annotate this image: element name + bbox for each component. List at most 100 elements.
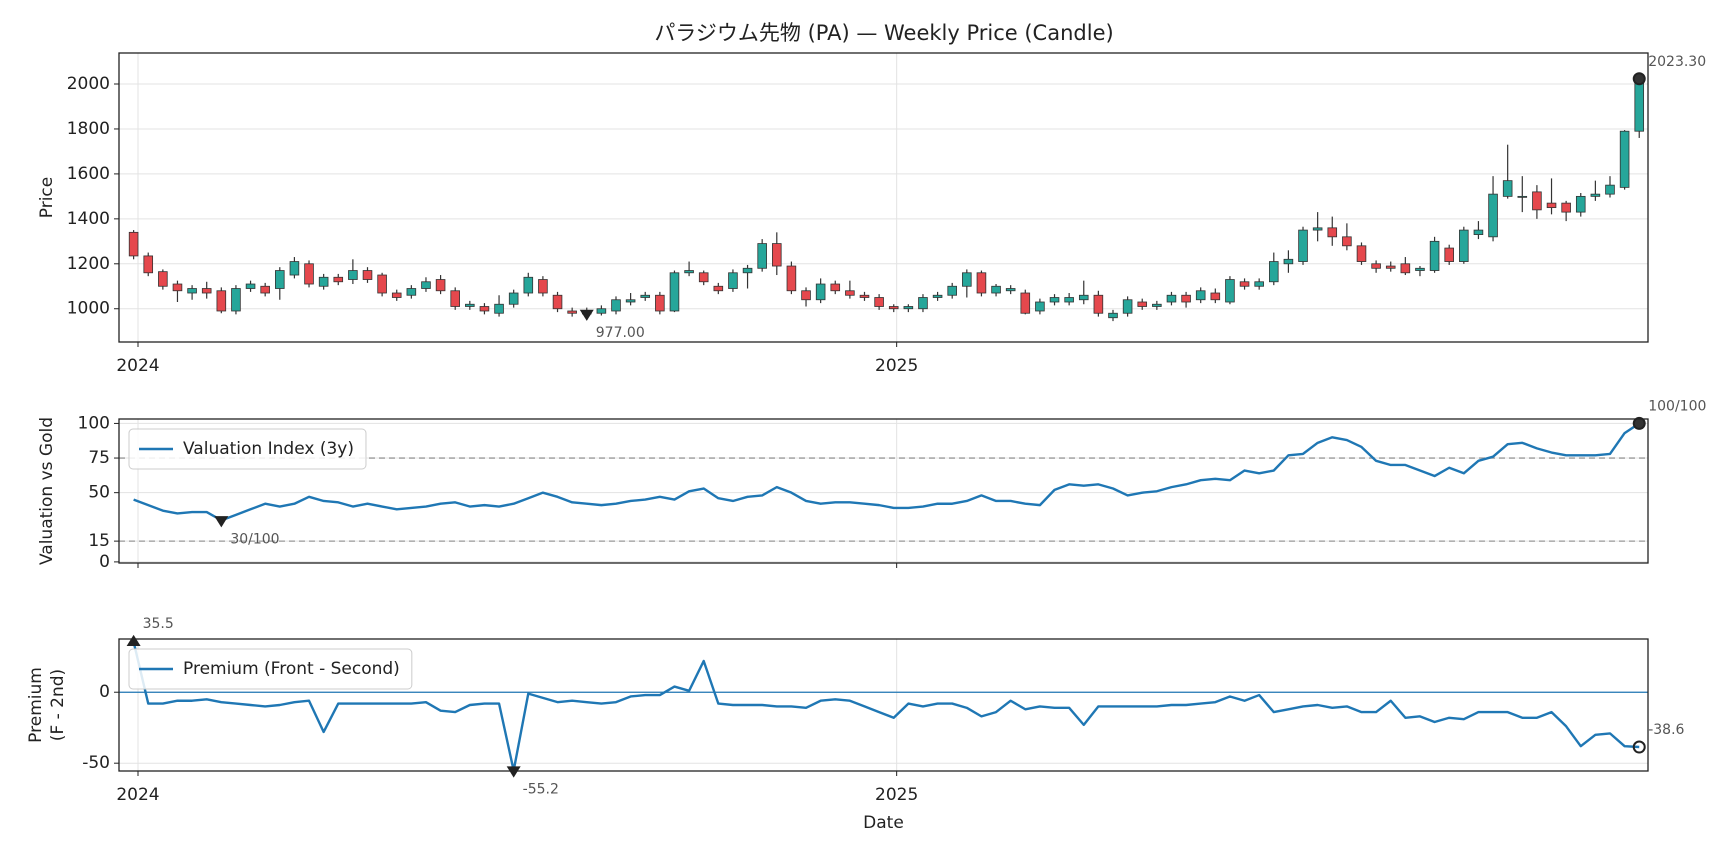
x-tick-label: 2025 <box>875 356 918 376</box>
candle-body <box>552 294 563 310</box>
candle-body <box>143 255 154 274</box>
candle-body <box>1502 180 1513 197</box>
plot-frame <box>118 418 1649 564</box>
candle-body <box>1049 297 1060 303</box>
candle-body <box>640 294 651 298</box>
annotation-marker <box>126 634 141 647</box>
legend-box <box>128 428 367 470</box>
candle-body <box>1415 267 1425 271</box>
candle-body <box>684 270 694 274</box>
candle-body <box>1371 263 1381 269</box>
annotation-label: 2023.30 <box>1648 54 1706 70</box>
candle-body <box>1444 247 1454 262</box>
y-tick-label: 1800 <box>67 119 110 139</box>
candle-body <box>1078 294 1089 301</box>
candle-body <box>698 272 709 283</box>
candle-body <box>655 294 665 312</box>
candle-body <box>172 283 183 292</box>
candle-body <box>1269 261 1279 283</box>
candle-body <box>1166 294 1177 303</box>
candle-body <box>1225 279 1235 303</box>
candle-body <box>772 243 782 267</box>
candle-body <box>1137 301 1148 307</box>
annotation-marker <box>579 309 594 321</box>
candle-body <box>406 288 417 296</box>
candle-body <box>1473 229 1484 235</box>
candle-body <box>596 308 607 314</box>
candle-body <box>450 290 460 307</box>
candle-body <box>304 263 314 285</box>
candle-body <box>479 306 490 312</box>
y-tick-label: 1200 <box>67 254 110 274</box>
annotation-marker <box>1632 72 1646 86</box>
candle-body <box>231 288 241 312</box>
candle-body <box>830 283 841 292</box>
x-tick-label: 2024 <box>116 785 159 805</box>
candle-body <box>786 265 797 292</box>
series-line <box>132 641 1640 772</box>
candle-body <box>1532 191 1542 211</box>
candle-body <box>1400 263 1411 274</box>
legend: Premium (Front - Second) <box>128 648 413 690</box>
x-axis-label: Date <box>863 813 904 833</box>
candle-body <box>1239 281 1250 287</box>
candle-body <box>187 288 197 294</box>
y-tick-label: 75 <box>88 448 110 468</box>
candle-body <box>1385 265 1396 269</box>
candle-body <box>567 310 577 314</box>
candle-body <box>859 294 870 298</box>
y-tick-label: -50 <box>82 753 110 773</box>
candle-body <box>362 270 373 280</box>
candle-body <box>201 288 212 294</box>
candle-body <box>435 279 446 292</box>
candle-body <box>1283 258 1294 265</box>
candle-body <box>669 272 680 312</box>
chart-title: パラジウム先物 (PA) — Weekly Price (Candle) <box>654 21 1113 45</box>
candle-body <box>216 290 227 312</box>
candle-body <box>742 267 753 274</box>
annotation-marker <box>1632 416 1646 430</box>
candle-body <box>128 231 139 257</box>
candle-body <box>713 285 724 292</box>
annotation-label: -38.6 <box>1648 722 1684 738</box>
candle-body <box>1342 236 1352 247</box>
y-tick-label: 1400 <box>67 209 110 229</box>
candle-body <box>1356 245 1367 262</box>
candle-body <box>1035 301 1045 312</box>
candle-body <box>991 285 1001 294</box>
candle-body <box>1619 130 1630 188</box>
candle-body <box>1590 193 1601 197</box>
candle-body <box>318 276 329 287</box>
annotation-label: 30/100 <box>230 531 279 547</box>
candle-body <box>421 281 431 289</box>
candle-body <box>962 272 972 287</box>
candle-body <box>245 283 256 289</box>
candle-body <box>1195 290 1206 301</box>
candle-body <box>801 290 811 301</box>
legend-label: Valuation Index (3y) <box>183 439 354 459</box>
candle-body <box>1298 229 1308 262</box>
plot-frame <box>118 638 1649 772</box>
candle-body <box>260 285 270 294</box>
y-tick-label: 0 <box>99 682 110 702</box>
y-tick-label: 1000 <box>67 299 110 319</box>
candle-body <box>1327 227 1338 238</box>
legend-label: Premium (Front - Second) <box>183 659 400 679</box>
candle-body <box>1546 202 1557 209</box>
candle-body <box>1181 294 1191 303</box>
candle-body <box>1561 202 1571 213</box>
candle-body <box>1605 184 1615 195</box>
candle-body <box>976 272 987 294</box>
candle-body <box>508 292 519 305</box>
legend-box <box>128 648 413 690</box>
candle-body <box>918 297 928 310</box>
candle-body <box>757 243 767 269</box>
candle-body <box>465 303 475 307</box>
candle-body <box>1254 281 1264 287</box>
y-tick-label: 0 <box>99 552 110 572</box>
candle-body <box>1020 292 1031 314</box>
candle-body <box>815 283 826 301</box>
